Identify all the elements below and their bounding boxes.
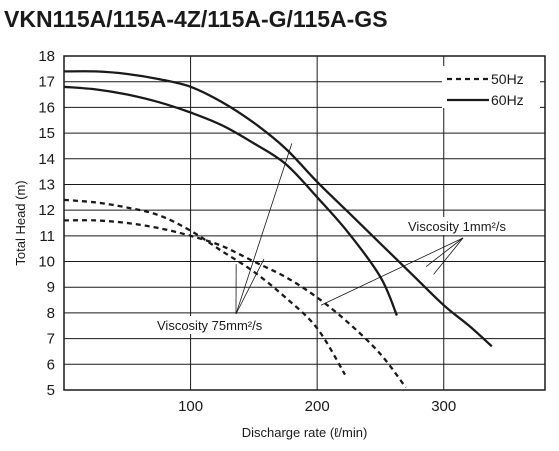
annotation-leader-line — [433, 237, 464, 275]
tick-labels: 5 6 7 8 9 10 11 12 13 14 15 16 17 18 100 200 300 — [38, 48, 456, 415]
page-title: VKN115A/115A-4Z/115A-G/115A-GS — [4, 6, 388, 32]
y-tick-label: 6 — [47, 356, 55, 373]
y-tick-label: 14 — [38, 151, 55, 168]
y-tick-label: 9 — [47, 279, 55, 296]
y-tick-label: 7 — [47, 331, 55, 348]
x-axis-label: Discharge rate (ℓ/min) — [242, 425, 368, 440]
legend-label: 50Hz — [491, 71, 524, 87]
y-axis-label: Total Head (m) — [13, 180, 28, 265]
annotation-background — [154, 316, 282, 334]
legend-label: 60Hz — [491, 92, 524, 108]
curve-60hz-1 — [63, 70, 493, 348]
y-tick-label: 15 — [38, 125, 55, 142]
x-tick-label: 100 — [178, 398, 203, 415]
y-tick-label: 13 — [38, 176, 55, 193]
y-tick-label: 11 — [39, 228, 55, 245]
curve-60hz-2 — [63, 85, 398, 316]
annotation-leader-line — [425, 237, 464, 267]
annotation-leader-line — [235, 143, 293, 315]
annotation-leader-line — [235, 258, 265, 315]
curve-layer — [63, 70, 493, 389]
y-tick-label: 17 — [38, 74, 55, 91]
x-tick-label: 200 — [305, 398, 330, 415]
axis-labels: Discharge rate (ℓ/min) Total Head (m) — [13, 180, 367, 440]
annotation-leader-line — [320, 237, 464, 306]
annotation-background — [405, 217, 523, 235]
y-tick-label: 5 — [47, 382, 55, 399]
y-tick-label: 16 — [38, 99, 55, 116]
annotation-label: Viscosity 1mm²/s — [408, 219, 506, 234]
x-tick-label: 300 — [431, 398, 456, 415]
y-tick-label: 8 — [47, 305, 55, 322]
y-tick-label: 10 — [38, 254, 55, 271]
y-tick-label: 18 — [38, 48, 55, 65]
curve-50hz-4 — [63, 198, 346, 376]
curve-50hz-3 — [63, 219, 407, 389]
annotation-label: Viscosity 75mm²/s — [157, 318, 263, 333]
legend: 50Hz 60Hz — [442, 66, 540, 108]
y-tick-label: 12 — [38, 202, 55, 219]
plot-frame — [63, 55, 546, 391]
annotations: Viscosity 75mm²/s Viscosity 1mm²/s — [154, 143, 523, 334]
